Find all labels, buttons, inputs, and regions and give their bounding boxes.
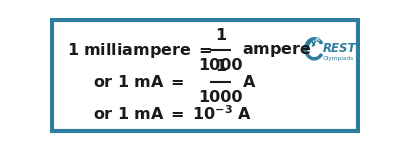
Text: $\mathbf{or\ 1\ mA\ =\ 10^{-3}\ A}$: $\mathbf{or\ 1\ mA\ =\ 10^{-3}\ A}$	[93, 104, 252, 123]
Text: $\mathbf{A}$: $\mathbf{A}$	[242, 74, 256, 90]
Text: $\mathbf{ampere}$: $\mathbf{ampere}$	[242, 42, 312, 59]
Text: Olympiads: Olympiads	[323, 56, 354, 61]
Text: 1000: 1000	[198, 58, 243, 73]
Text: $\mathbf{or\ 1\ mA\ =}$: $\mathbf{or\ 1\ mA\ =}$	[93, 74, 184, 90]
Text: REST: REST	[323, 42, 356, 55]
Text: $\mathbf{1\ milliampere\ =}$: $\mathbf{1\ milliampere\ =}$	[67, 41, 212, 60]
Text: 1000: 1000	[198, 90, 243, 105]
Text: 1: 1	[215, 28, 226, 43]
Text: 1: 1	[215, 59, 226, 74]
